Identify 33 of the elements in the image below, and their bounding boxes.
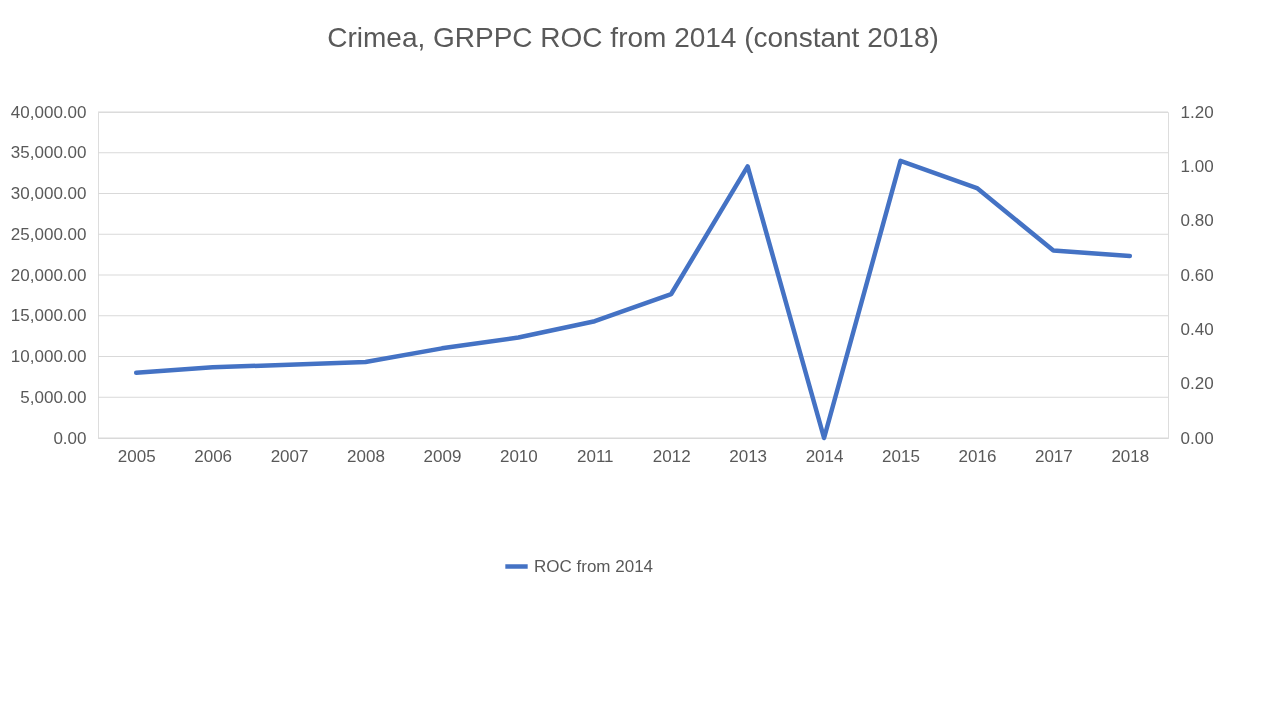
- y-tick-label: 5,000.00: [20, 387, 87, 407]
- y2-tick-label: 0.60: [1180, 265, 1214, 285]
- y-tick-label: 20,000.00: [10, 265, 87, 285]
- x-tick-label: 2005: [117, 446, 156, 466]
- y2-tick-label: 0.40: [1180, 319, 1214, 339]
- x-tick-label: 2018: [1111, 446, 1150, 466]
- y-tick-label: 40,000.00: [10, 102, 87, 122]
- x-tick-label: 2015: [882, 446, 920, 466]
- y-tick-label: 15,000.00: [10, 306, 87, 326]
- x-tick-label: 2017: [1034, 446, 1073, 466]
- x-tick-label: 2009: [423, 446, 462, 466]
- y2-tick-label: 1.00: [1180, 156, 1214, 176]
- y2-tick-label: 0.80: [1180, 211, 1214, 231]
- y-tick-label: 30,000.00: [10, 184, 87, 203]
- x-tick-label: 2012: [652, 446, 691, 466]
- x-tick-label: 2011: [577, 446, 614, 466]
- chart-title: Crimea, GRPPC ROC from 2014 (constant 2018): [327, 22, 939, 53]
- x-tick-label: 2006: [194, 446, 233, 466]
- y2-tick-label: 0.20: [1180, 374, 1214, 394]
- x-tick-label: 2010: [499, 446, 538, 466]
- x-tick-label: 2013: [729, 446, 768, 466]
- x-tick-label: 2016: [958, 446, 997, 466]
- y-tick-label: 10,000.00: [10, 347, 87, 366]
- line-series: [133, 158, 1133, 441]
- y2-tick-label: 1.20: [1180, 102, 1214, 122]
- y-tick-label: 0.00: [53, 428, 87, 448]
- y-tick-label: 25,000.00: [10, 224, 87, 244]
- x-tick-label: 2014: [805, 446, 844, 466]
- y2-tick-label: 0.00: [1180, 428, 1214, 448]
- x-tick-label: 2008: [347, 446, 385, 466]
- x-tick-label: 2007: [270, 446, 309, 466]
- legend-label: ROC from 2014: [534, 556, 654, 576]
- y-tick-label: 35,000.00: [10, 143, 87, 163]
